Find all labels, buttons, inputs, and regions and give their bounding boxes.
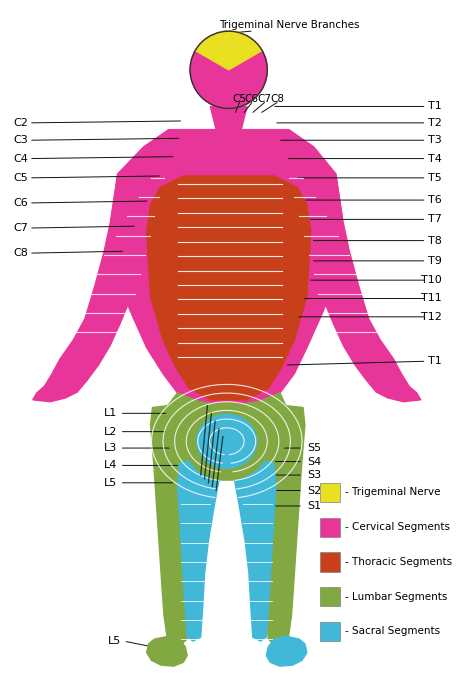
Text: - Sacral Segments: - Sacral Segments <box>346 627 440 636</box>
Text: T10: T10 <box>421 275 442 285</box>
Text: C7: C7 <box>14 223 28 233</box>
Text: T4: T4 <box>428 153 442 164</box>
Text: T1: T1 <box>428 356 442 366</box>
Polygon shape <box>289 130 421 402</box>
Text: C5: C5 <box>14 173 28 183</box>
Text: T8: T8 <box>428 236 442 246</box>
Text: L1: L1 <box>104 408 118 418</box>
FancyBboxPatch shape <box>320 517 340 537</box>
Polygon shape <box>111 130 343 405</box>
Text: C7: C7 <box>257 94 272 104</box>
Text: C6: C6 <box>245 94 259 104</box>
Polygon shape <box>165 393 289 480</box>
Text: T2: T2 <box>428 118 442 128</box>
Polygon shape <box>151 393 219 646</box>
Text: S1: S1 <box>307 501 321 511</box>
Text: L4: L4 <box>104 460 118 471</box>
Polygon shape <box>146 636 187 666</box>
Polygon shape <box>235 393 305 646</box>
Ellipse shape <box>197 414 257 469</box>
Polygon shape <box>33 130 169 402</box>
Text: C6: C6 <box>14 198 28 208</box>
Text: S4: S4 <box>307 456 321 466</box>
Text: - Lumbar Segments: - Lumbar Segments <box>346 591 448 602</box>
Text: T3: T3 <box>428 135 442 145</box>
Polygon shape <box>235 458 276 641</box>
Polygon shape <box>210 107 247 130</box>
Wedge shape <box>195 31 262 70</box>
Text: C8: C8 <box>14 248 28 258</box>
Text: T11: T11 <box>421 293 442 304</box>
Text: L2: L2 <box>104 426 118 437</box>
Ellipse shape <box>184 403 269 480</box>
FancyBboxPatch shape <box>320 483 340 502</box>
Text: C8: C8 <box>270 94 284 104</box>
Text: - Cervical Segments: - Cervical Segments <box>346 522 450 532</box>
Text: Trigeminal Nerve Branches: Trigeminal Nerve Branches <box>219 20 360 31</box>
Text: L5: L5 <box>104 478 118 488</box>
Text: T6: T6 <box>428 195 442 205</box>
Text: T7: T7 <box>428 215 442 224</box>
Polygon shape <box>146 176 311 400</box>
Text: S2: S2 <box>307 485 321 496</box>
Text: S5: S5 <box>307 443 321 453</box>
FancyBboxPatch shape <box>320 622 340 641</box>
FancyBboxPatch shape <box>320 552 340 572</box>
Text: C4: C4 <box>14 153 28 164</box>
Text: - Trigeminal Nerve: - Trigeminal Nerve <box>346 488 441 498</box>
Text: C2: C2 <box>14 118 28 128</box>
Text: C3: C3 <box>14 135 28 145</box>
Circle shape <box>190 31 267 109</box>
FancyBboxPatch shape <box>320 587 340 606</box>
Polygon shape <box>266 636 307 666</box>
Text: T5: T5 <box>428 173 442 183</box>
Text: T9: T9 <box>428 256 442 266</box>
Text: T1: T1 <box>428 101 442 111</box>
Polygon shape <box>178 458 219 641</box>
Text: - Thoracic Segments: - Thoracic Segments <box>346 557 453 567</box>
Text: S3: S3 <box>307 470 321 480</box>
Text: L5: L5 <box>108 636 121 646</box>
Text: C5: C5 <box>232 94 246 104</box>
Text: T12: T12 <box>421 312 442 322</box>
Text: L3: L3 <box>104 443 118 453</box>
